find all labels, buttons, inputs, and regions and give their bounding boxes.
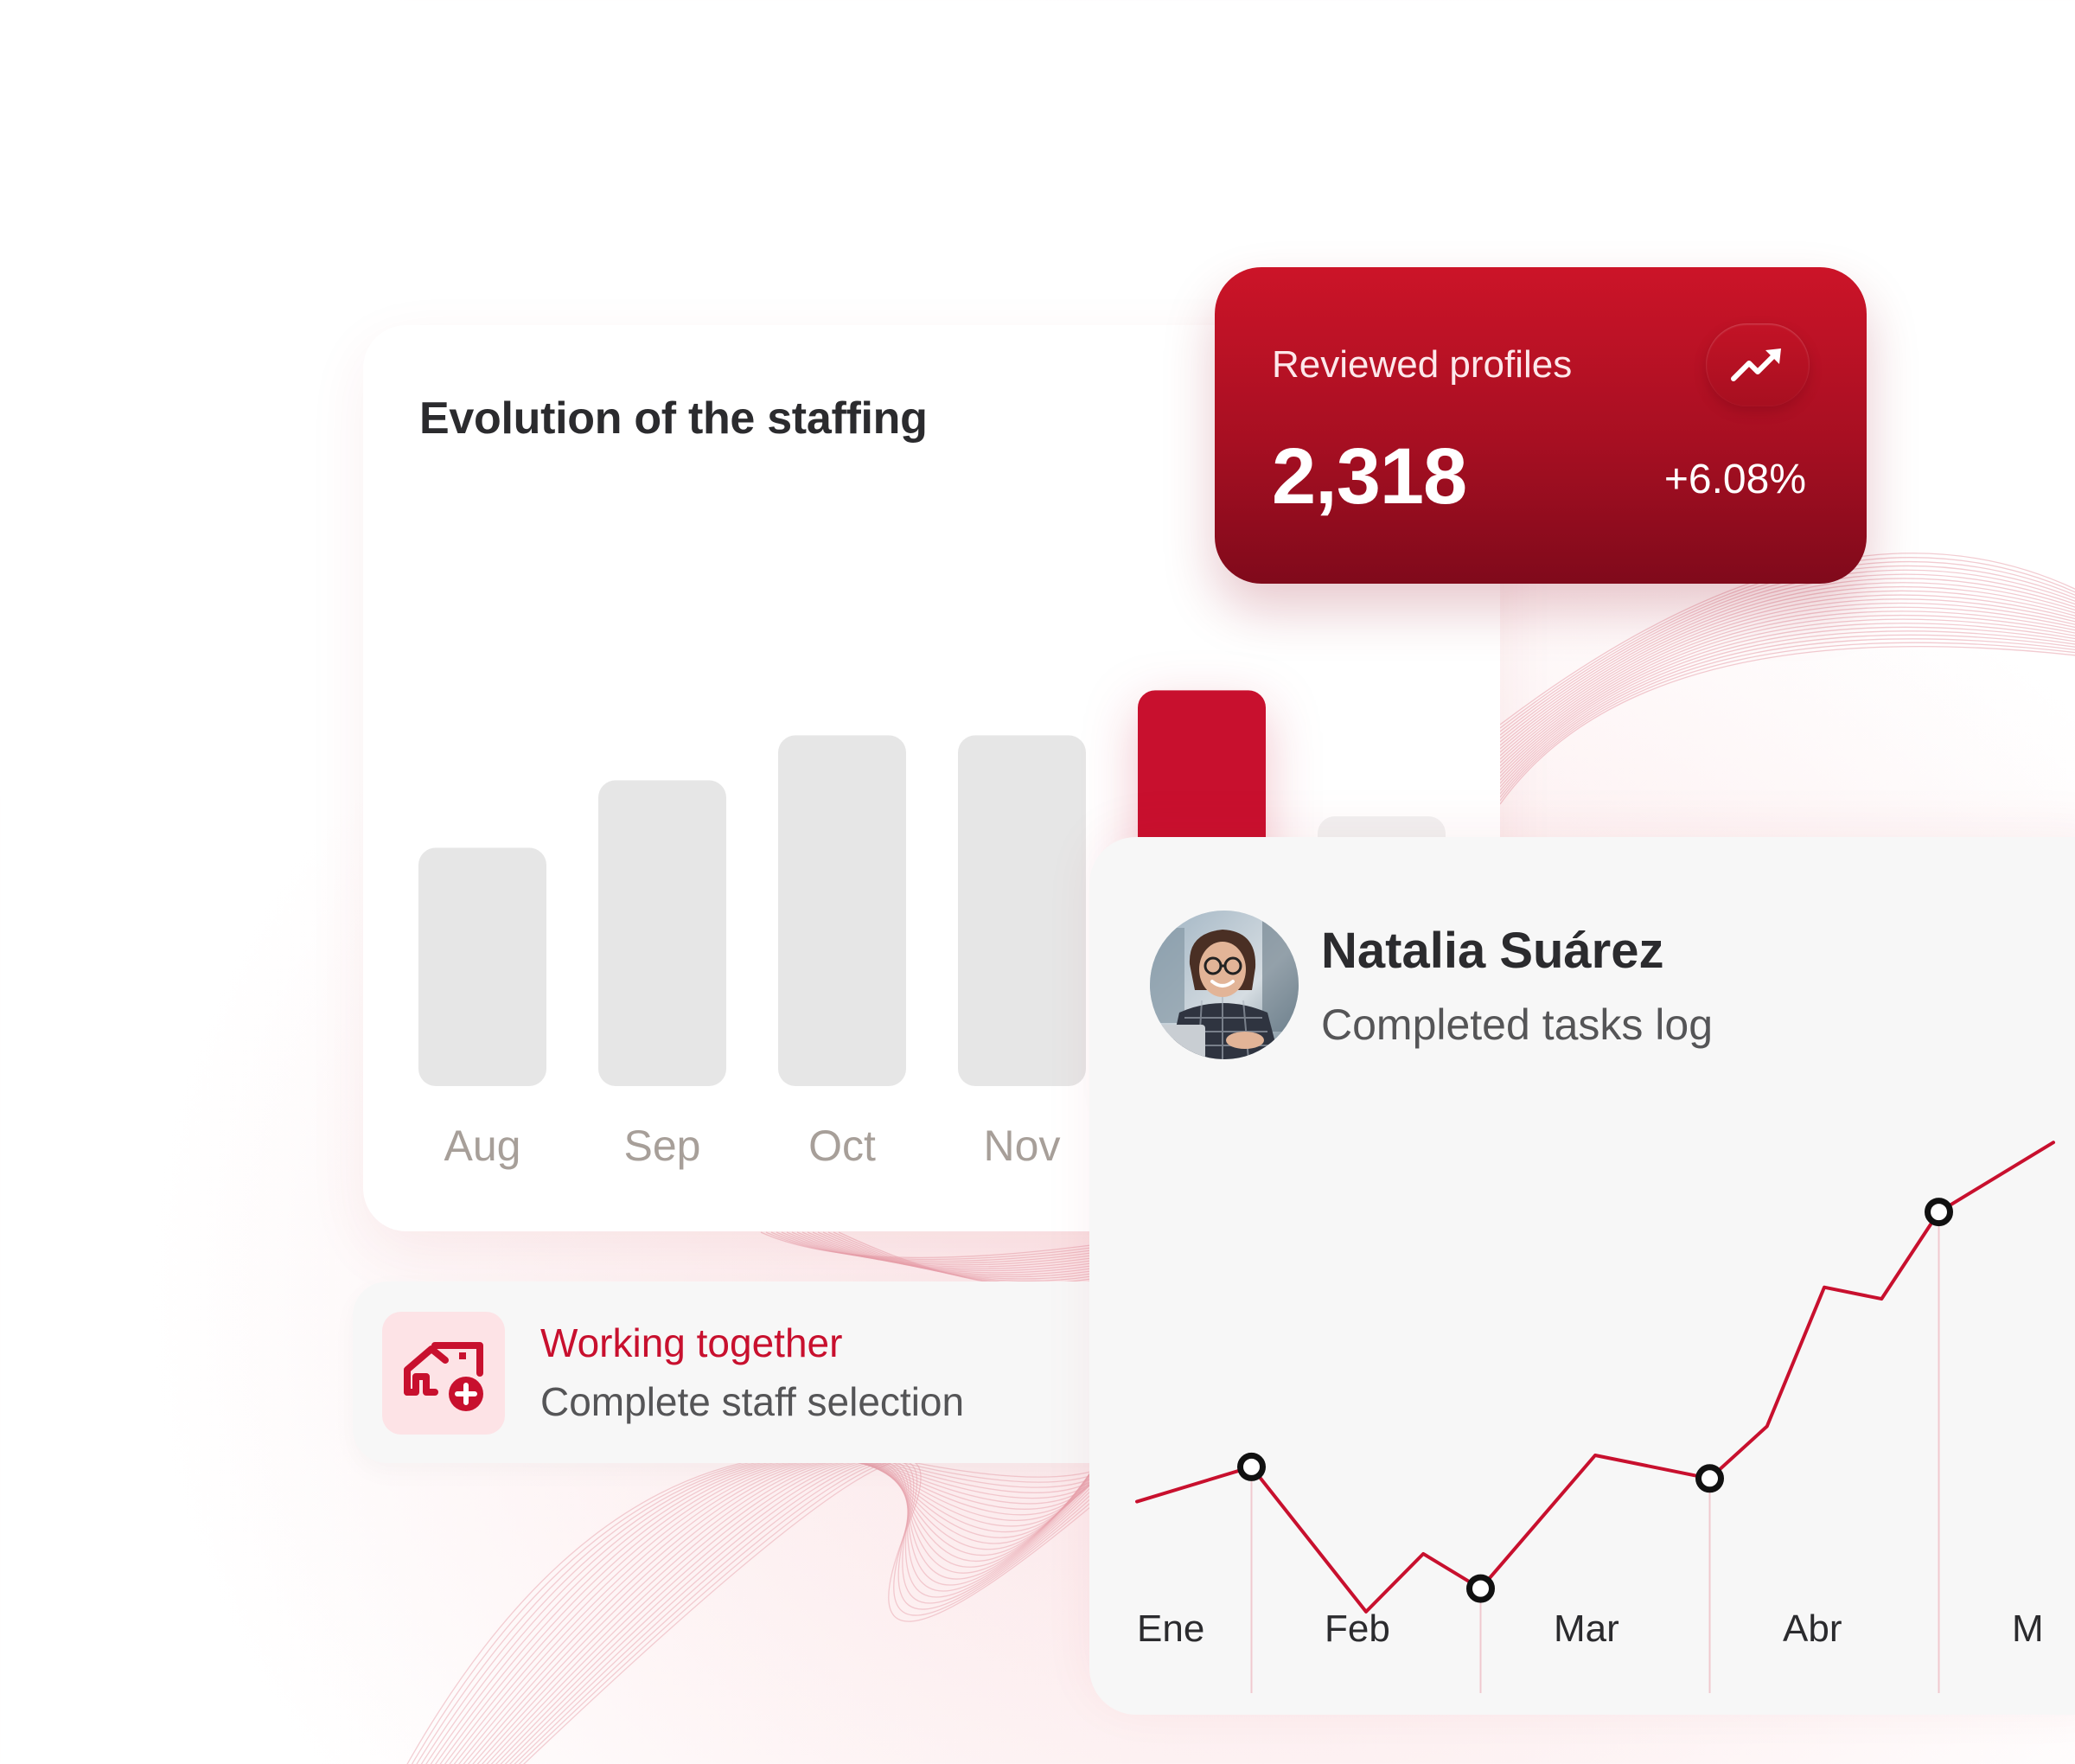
bar-label-sep: Sep [624, 1122, 701, 1170]
reviewed-profiles-card: Reviewed profiles 2,318 +6.08% [1215, 267, 1867, 584]
staffing-card-title: Evolution of the staffing [419, 393, 928, 444]
wave-lines-right [1499, 553, 2075, 805]
trend-button[interactable] [1706, 323, 1810, 406]
data-point-1[interactable] [1237, 1452, 1266, 1481]
reviewed-profiles-label: Reviewed profiles [1272, 343, 1573, 386]
person-subtitle: Completed tasks log [1321, 1000, 1714, 1049]
working-together-title: Working together [540, 1320, 843, 1365]
tasks-line-chart: Ene Feb Mar Abr M [1135, 1141, 2055, 1693]
bar-label-nov: Nov [984, 1122, 1061, 1170]
reviewed-profiles-delta: +6.08% [1663, 457, 1806, 502]
data-point-4[interactable] [1925, 1198, 1953, 1227]
line-label-m: M [2012, 1607, 2044, 1650]
bar-label-aug: Aug [444, 1122, 521, 1170]
bar-oct [778, 735, 906, 1086]
wave-lines-middle [760, 1231, 1092, 1288]
house-add-icon [404, 1342, 483, 1411]
house-add-icon-box [382, 1312, 505, 1435]
data-point-2[interactable] [1466, 1574, 1495, 1603]
person-name: Natalia Suárez [1321, 923, 1664, 979]
tasks-log-card: Natalia Suárez Completed tasks log Ene Fe… [1089, 837, 2075, 1715]
data-point-3[interactable] [1695, 1464, 1724, 1493]
bar-aug [418, 847, 546, 1086]
line-label-ene: Ene [1137, 1607, 1204, 1650]
working-together-card[interactable]: Working together Complete staff selectio… [353, 1281, 1165, 1463]
tasks-series-line [1135, 1141, 2055, 1614]
bar-sep [598, 780, 726, 1086]
trending-up-icon [1731, 348, 1781, 381]
bar-label-oct: Oct [808, 1122, 876, 1170]
reviewed-profiles-value: 2,318 [1272, 432, 1467, 521]
line-label-mar: Mar [1554, 1607, 1619, 1650]
line-label-abr: Abr [1783, 1607, 1842, 1650]
bar-nov [958, 735, 1086, 1086]
working-together-subtitle: Complete staff selection [540, 1379, 965, 1424]
line-label-feb: Feb [1325, 1607, 1390, 1650]
